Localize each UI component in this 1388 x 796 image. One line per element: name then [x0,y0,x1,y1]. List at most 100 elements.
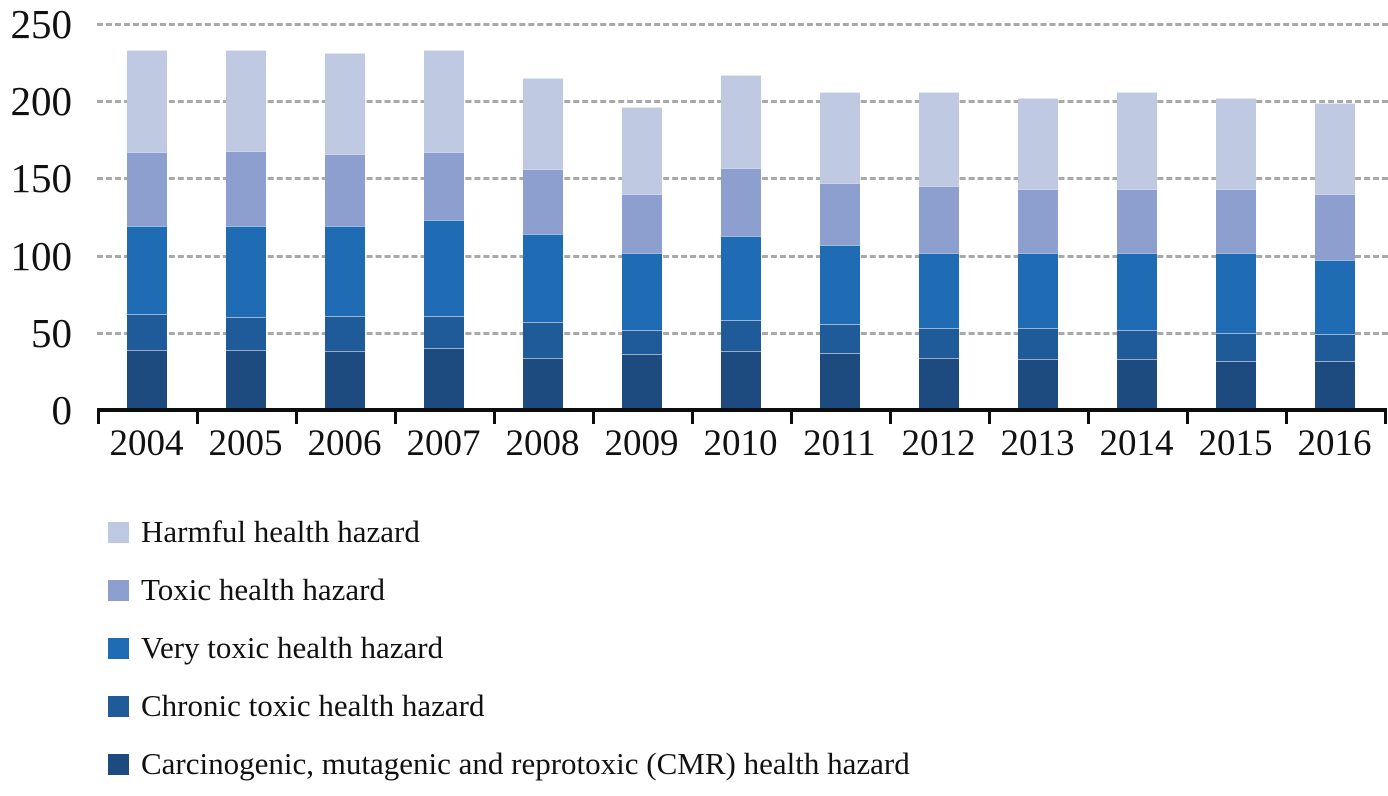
x-axis-tick-label: 2015 [1198,423,1273,464]
y-axis-tick-label: 150 [10,155,73,202]
y-axis-tick-label: 200 [10,78,73,125]
x-axis-line [97,408,1387,412]
bar-segment [225,317,266,350]
bar-segment [423,50,464,153]
legend-item: Toxic health hazard [108,571,910,609]
bar-2016 [1314,0,1355,410]
bar-segment [918,91,959,187]
y-axis-tick-label: 0 [51,387,73,433]
bar-segment [324,315,365,352]
bar-segment [720,320,761,352]
bar-2005 [225,0,266,410]
bar-segment [522,169,563,234]
x-axis-tick [1384,408,1387,424]
legend-label: Carcinogenic, mutagenic and reprotoxic (… [141,746,910,781]
x-axis-tick-label: 2014 [1099,423,1174,464]
x-axis-tick [988,408,991,424]
x-axis-tick [691,408,694,424]
bar-segment [621,193,662,253]
bar-segment [621,354,662,410]
x-axis-tick [394,408,397,424]
x-axis-tick [1087,408,1090,424]
bar-segment [1116,329,1157,360]
bar-2006 [324,0,365,410]
bar-segment [621,329,662,355]
bar-segment [621,107,662,194]
bar-segment [918,357,959,410]
bar-segment [522,78,563,170]
bar-segment [522,322,563,358]
bar-segment [225,150,266,227]
bar-segment [1314,360,1355,410]
x-axis-tick [592,408,595,424]
bar-segment [1314,260,1355,335]
bar-segment [1314,102,1355,194]
x-axis-tick [97,408,100,424]
bar-segment [324,153,365,227]
bar-segment [819,91,860,184]
bar-segment [621,252,662,330]
legend-swatch-icon [108,521,129,543]
x-axis-tick-label: 2013 [1000,423,1075,464]
y-axis-tick-label: 250 [10,1,73,47]
bar-segment [324,226,365,316]
x-axis-tick-label: 2006 [307,423,382,464]
bar-segment [423,348,464,410]
bar-segment [225,226,266,318]
legend-label: Chronic toxic health hazard [141,688,485,723]
bar-segment [1215,360,1256,410]
legend-item: Very toxic health hazard [108,629,910,667]
bar-segment [918,252,959,329]
bar-segment [1116,252,1157,330]
gridline-y250 [97,23,1388,26]
bar-2015 [1215,0,1256,410]
bar-2012 [918,0,959,410]
bar-segment [720,235,761,321]
x-axis-tick [1186,408,1189,424]
bar-segment [1215,332,1256,361]
bar-segment [1314,193,1355,261]
bar-segment [126,226,167,315]
bar-segment [126,50,167,153]
x-axis-tick [493,408,496,424]
bar-2004 [126,0,167,410]
bar-segment [1017,252,1058,329]
x-axis-tick [790,408,793,424]
x-axis-tick-label: 2009 [604,423,679,464]
bar-2008 [522,0,563,410]
bar-segment [819,323,860,353]
bar-segment [423,152,464,221]
bar-2014 [1116,0,1157,410]
x-axis-tick-label: 2007 [406,423,481,464]
bar-segment [126,314,167,350]
bar-segment [918,186,959,253]
bar-segment [819,183,860,245]
legend-label: Toxic health hazard [141,572,385,607]
bar-segment [522,234,563,322]
bar-segment [819,244,860,324]
bar-segment [324,53,365,154]
bar-segment [1116,91,1157,190]
bar-segment [1215,98,1256,190]
legend-swatch-icon [108,637,129,659]
x-axis-tick-label: 2012 [901,423,976,464]
bar-2011 [819,0,860,410]
bar-segment [1215,252,1256,333]
legend-swatch-icon [108,695,129,717]
legend-item: Chronic toxic health hazard [108,687,910,725]
x-axis-tick-label: 2010 [703,423,778,464]
bar-segment [720,167,761,236]
legend-item: Carcinogenic, mutagenic and reprotoxic (… [108,745,910,783]
bar-segment [324,351,365,410]
bar-segment [819,352,860,410]
bar-segment [1215,189,1256,253]
bar-2010 [720,0,761,410]
bar-segment [720,351,761,410]
x-axis-tick [889,408,892,424]
bar-2007 [423,0,464,410]
x-axis-tick-label: 2011 [803,423,876,464]
bar-segment [423,220,464,316]
legend-label: Harmful health hazard [141,514,420,549]
bar-2009 [621,0,662,410]
